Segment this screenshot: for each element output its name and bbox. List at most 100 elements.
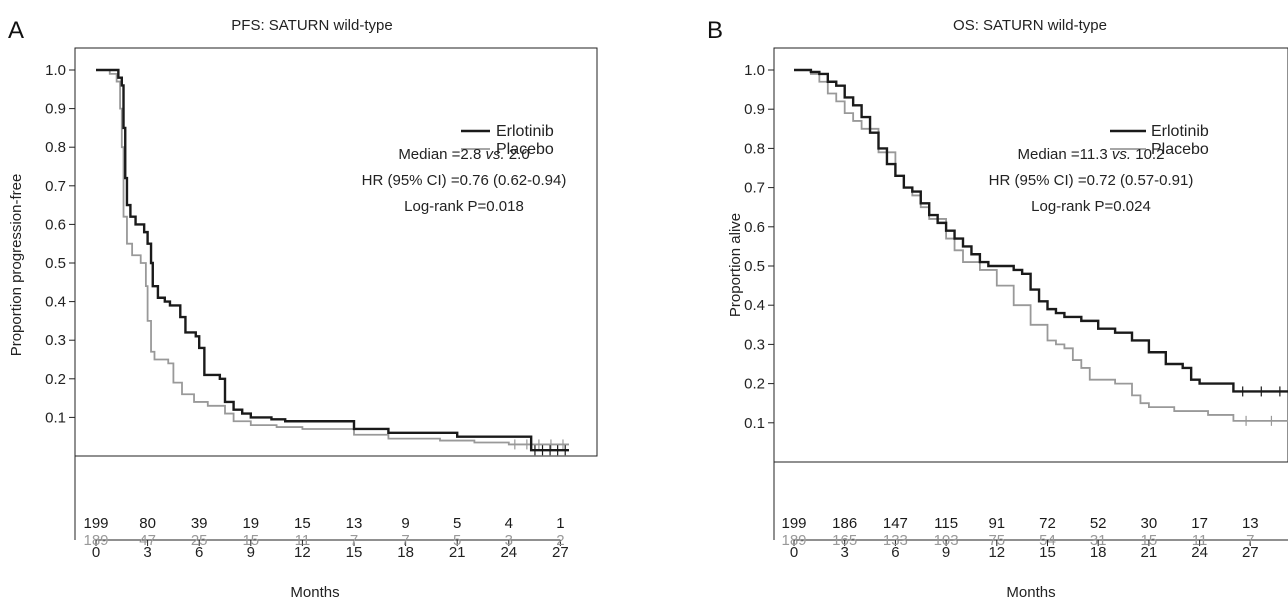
km-curve-placebo-b xyxy=(794,69,1288,422)
risk-count-erlotinib-a: 5 xyxy=(453,515,461,532)
annotation-a: Log-rank P=0.018 xyxy=(404,198,524,215)
risk-count-placebo-a: 2 xyxy=(556,532,564,549)
risk-count-erlotinib-b: 147 xyxy=(883,515,908,532)
risk-count-placebo-a: 25 xyxy=(191,532,208,549)
y-tick-label-a: 0.7 xyxy=(45,178,66,195)
y-tick-label-b: 0.2 xyxy=(744,376,765,393)
annotation-b: HR (95% CI) =0.72 (0.57-0.91) xyxy=(989,172,1194,189)
y-axis-label-a: Proportion progression-free xyxy=(8,174,25,357)
risk-count-erlotinib-b: 115 xyxy=(934,515,958,532)
risk-count-erlotinib-b: 52 xyxy=(1090,515,1107,532)
risk-count-erlotinib-a: 15 xyxy=(294,515,311,532)
risk-count-erlotinib-b: 17 xyxy=(1191,515,1208,532)
x-tick-label-b: 15 xyxy=(1039,544,1056,561)
y-tick-label-b: 0.3 xyxy=(744,336,765,353)
km-curve-erlotinib-b xyxy=(794,68,1288,393)
legend-label-erlotinib-b: Erlotinib xyxy=(1151,123,1209,140)
annotation-b: Log-rank P=0.024 xyxy=(1031,198,1151,215)
km-curve-placebo-a xyxy=(96,69,569,446)
y-tick-label-a: 0.3 xyxy=(45,332,66,349)
risk-count-erlotinib-b: 199 xyxy=(781,515,806,532)
risk-count-placebo-a: 11 xyxy=(295,532,311,549)
y-tick-label-a: 0.4 xyxy=(45,294,66,311)
y-tick-label-a: 0.5 xyxy=(45,255,66,272)
y-tick-label-b: 0.6 xyxy=(744,219,765,236)
x-tick-label-a: 0 xyxy=(92,544,100,561)
risk-count-placebo-b: 75 xyxy=(988,532,1005,549)
risk-count-placebo-a: 5 xyxy=(453,532,461,549)
risk-count-placebo-a: 15 xyxy=(242,532,259,549)
risk-count-placebo-b: 133 xyxy=(883,532,908,549)
risk-count-erlotinib-a: 80 xyxy=(139,515,156,532)
x-axis-label-a: Months xyxy=(290,584,339,601)
plot-frame-b xyxy=(773,47,1288,463)
x-tick-label-a: 27 xyxy=(552,544,569,561)
y-tick-label-b: 0.7 xyxy=(744,180,765,197)
risk-count-erlotinib-b: 13 xyxy=(1242,515,1259,532)
y-tick-label-a: 1.0 xyxy=(45,62,66,79)
chart-title-b: OS: SATURN wild-type xyxy=(953,17,1107,34)
x-tick-label-a: 18 xyxy=(397,544,414,561)
legend-label-erlotinib-a: Erlotinib xyxy=(496,123,554,140)
risk-count-erlotinib-b: 91 xyxy=(988,515,1005,532)
risk-count-erlotinib-b: 72 xyxy=(1039,515,1056,532)
y-tick-label-a: 0.6 xyxy=(45,216,66,233)
risk-count-placebo-b: 165 xyxy=(832,532,857,549)
x-tick-label-b: 3 xyxy=(841,544,849,561)
x-axis-label-b: Months xyxy=(1006,584,1055,601)
x-tick-label-b: 24 xyxy=(1191,544,1208,561)
plot-frame-a xyxy=(74,47,598,457)
risk-count-erlotinib-b: 30 xyxy=(1141,515,1158,532)
x-tick-label-a: 21 xyxy=(449,544,466,561)
risk-count-placebo-b: 15 xyxy=(1141,532,1158,549)
annotation-a: HR (95% CI) =0.76 (0.62-0.94) xyxy=(362,172,567,189)
panel-letter-a: A xyxy=(8,17,24,44)
risk-count-placebo-b: 54 xyxy=(1039,532,1056,549)
km-curve-erlotinib-a xyxy=(96,68,569,452)
y-tick-label-a: 0.8 xyxy=(45,139,66,156)
risk-count-erlotinib-a: 19 xyxy=(242,515,259,532)
risk-count-placebo-b: 31 xyxy=(1090,532,1107,549)
panel-letter-b: B xyxy=(707,17,723,44)
risk-count-erlotinib-a: 13 xyxy=(346,515,363,532)
x-tick-label-b: 9 xyxy=(942,544,950,561)
y-axis-label-b: Proportion alive xyxy=(727,213,744,317)
risk-count-erlotinib-a: 199 xyxy=(83,515,108,532)
x-tick-label-a: 12 xyxy=(294,544,311,561)
risk-count-erlotinib-a: 1 xyxy=(556,515,564,532)
risk-count-placebo-b: 103 xyxy=(934,532,959,549)
y-tick-label-b: 0.9 xyxy=(744,101,765,118)
risk-count-placebo-a: 3 xyxy=(505,532,513,549)
y-tick-label-a: 0.9 xyxy=(45,101,66,118)
risk-count-placebo-b: 7 xyxy=(1246,532,1254,549)
x-tick-label-b: 0 xyxy=(790,544,798,561)
y-tick-label-b: 0.5 xyxy=(744,258,765,275)
risk-count-placebo-a: 47 xyxy=(139,532,156,549)
risk-count-placebo-a: 7 xyxy=(401,532,409,549)
annotation-b: Median =11.3 vs. 10.2 xyxy=(1018,146,1165,163)
y-tick-label-b: 0.8 xyxy=(744,140,765,157)
legend-label-placebo-b: Placebo xyxy=(1151,141,1209,158)
x-tick-label-a: 24 xyxy=(500,544,517,561)
risk-count-erlotinib-a: 9 xyxy=(401,515,409,532)
x-tick-label-a: 6 xyxy=(195,544,203,561)
chart-title-a: PFS: SATURN wild-type xyxy=(231,17,392,34)
risk-count-erlotinib-a: 4 xyxy=(505,515,513,532)
risk-count-placebo-a: 7 xyxy=(350,532,358,549)
x-tick-label-a: 15 xyxy=(346,544,363,561)
x-tick-label-b: 18 xyxy=(1090,544,1107,561)
x-tick-label-b: 21 xyxy=(1141,544,1158,561)
y-tick-label-a: 0.1 xyxy=(45,409,66,426)
y-tick-label-b: 1.0 xyxy=(744,62,765,79)
legend-label-placebo-a: Placebo xyxy=(496,141,554,158)
risk-count-erlotinib-b: 186 xyxy=(832,515,857,532)
risk-count-placebo-b: 189 xyxy=(781,532,806,549)
annotation-a: Median =2.8 vs. 2.0 xyxy=(398,146,529,163)
x-tick-label-b: 12 xyxy=(988,544,1005,561)
y-tick-label-a: 0.2 xyxy=(45,371,66,388)
x-tick-label-a: 3 xyxy=(143,544,151,561)
x-tick-label-a: 9 xyxy=(247,544,255,561)
x-tick-label-b: 27 xyxy=(1242,544,1259,561)
risk-count-placebo-a: 189 xyxy=(83,532,108,549)
